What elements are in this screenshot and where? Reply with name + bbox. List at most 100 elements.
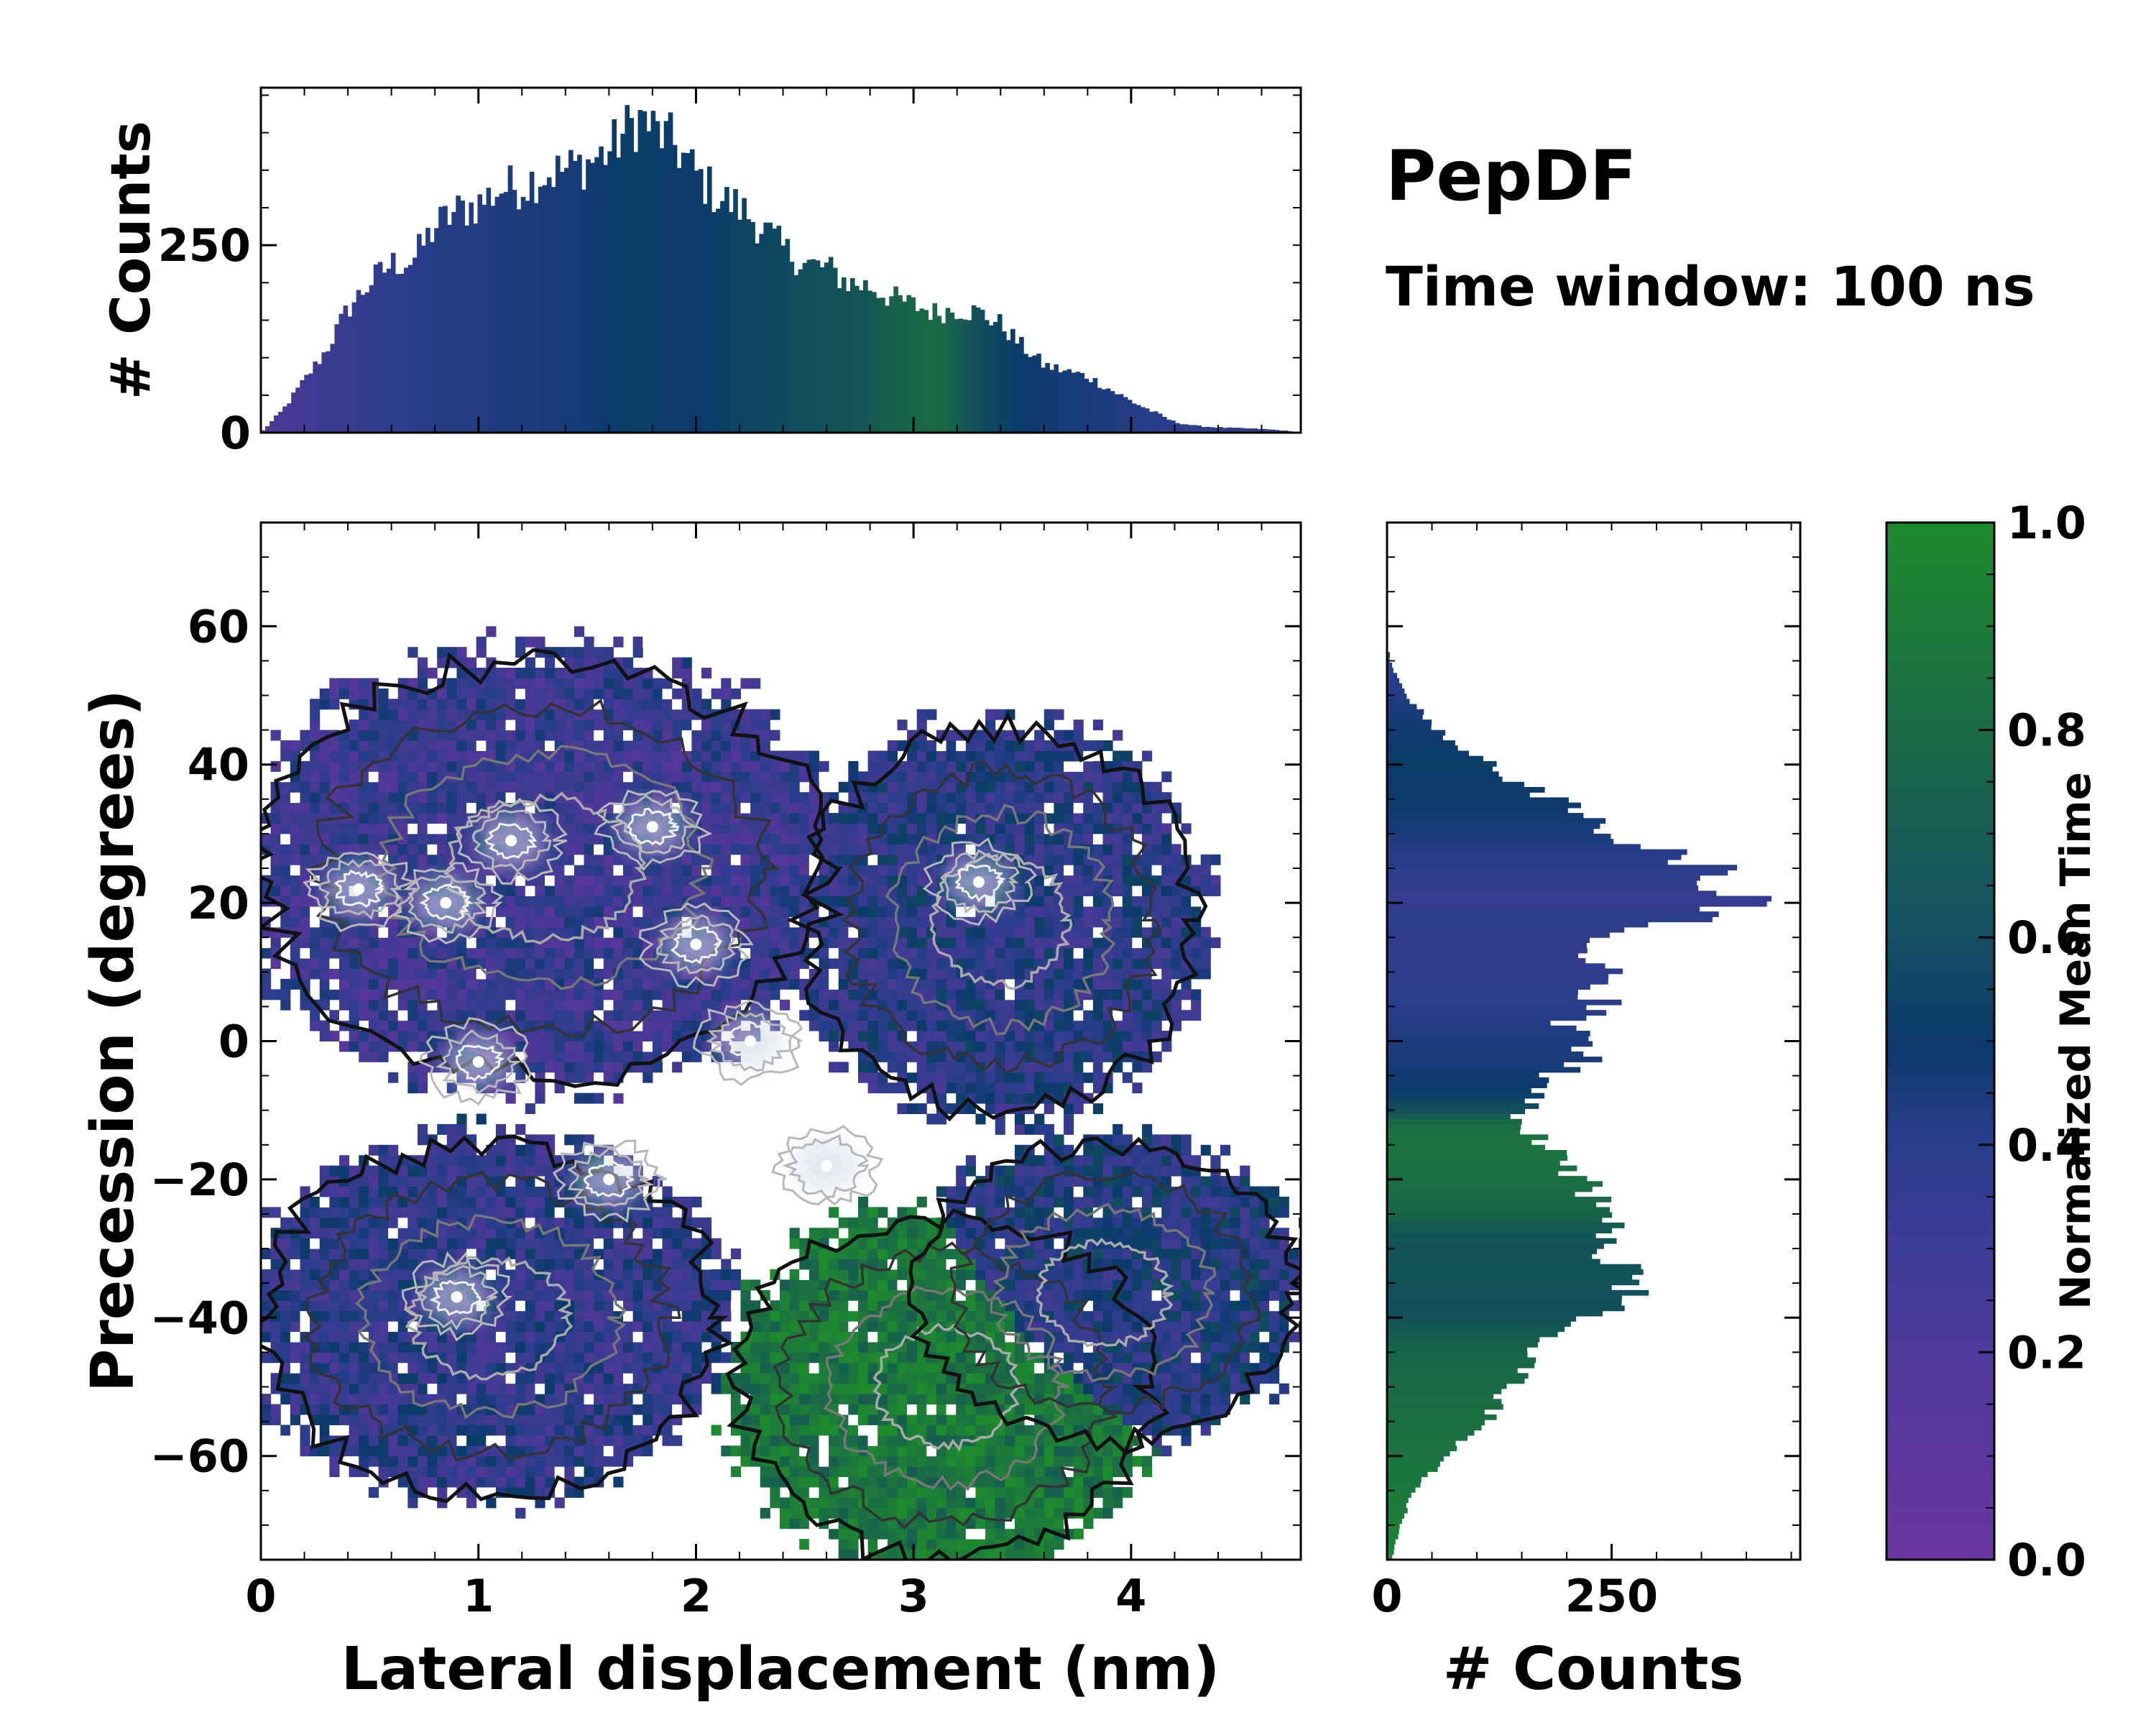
heatmap-cell <box>564 823 575 834</box>
heatmap-cell <box>721 781 732 793</box>
heatmap-cell <box>417 1207 428 1218</box>
heatmap-cell <box>564 947 575 959</box>
heatmap-cell <box>564 1238 575 1249</box>
heatmap-cell <box>349 937 359 949</box>
heatmap-cell <box>642 636 653 648</box>
heatmap-cell <box>672 699 683 710</box>
heatmap-cell <box>525 958 535 969</box>
heatmap-cell <box>495 1341 507 1353</box>
top-histogram-bar <box>1045 363 1050 433</box>
heatmap-cell <box>573 875 585 886</box>
heatmap-cell <box>584 968 594 980</box>
heatmap-cell <box>838 854 849 865</box>
heatmap-cell <box>554 750 565 762</box>
heatmap-cell <box>897 823 908 834</box>
heatmap-cell <box>584 1435 594 1446</box>
heatmap-cell <box>319 802 330 814</box>
heatmap-cell <box>965 1445 976 1457</box>
heatmap-cell <box>642 1217 653 1228</box>
top-histogram-bar <box>919 308 925 433</box>
heatmap-cell <box>711 833 722 845</box>
heatmap-cell <box>613 886 624 896</box>
heatmap-cell <box>926 1507 937 1519</box>
heatmap-cell <box>495 750 507 762</box>
heatmap-cell <box>691 1051 702 1062</box>
heatmap-cell <box>319 1279 330 1291</box>
top-histogram-bar <box>1114 394 1120 433</box>
heatmap-cell <box>779 937 791 949</box>
heatmap-cell <box>750 854 761 865</box>
heatmap-cell <box>681 1020 692 1031</box>
top-histogram-bar <box>898 295 903 433</box>
heatmap-cell <box>535 1051 545 1062</box>
heatmap-cell <box>779 875 791 886</box>
heatmap-cell <box>456 1373 467 1384</box>
heatmap-cell <box>721 896 732 907</box>
heatmap-cell <box>907 1051 918 1062</box>
top-histogram-bar <box>742 198 747 433</box>
top-histogram-bar <box>785 239 791 433</box>
heatmap-cell <box>721 865 732 876</box>
heatmap-cell <box>300 1362 310 1374</box>
heatmap-cell <box>388 926 399 938</box>
heatmap-cell <box>397 760 408 772</box>
heatmap-cell <box>799 1300 810 1312</box>
heatmap-cell <box>701 844 712 855</box>
heatmap-cell <box>368 802 379 814</box>
heatmap-cell <box>564 1134 575 1146</box>
heatmap-cell <box>573 1072 585 1083</box>
heatmap-cell <box>349 1331 359 1343</box>
heatmap-cell <box>486 947 497 959</box>
heatmap-cell <box>603 740 614 751</box>
heatmap-cell <box>476 1113 487 1125</box>
heatmap-cell <box>368 833 379 845</box>
top-histogram-bar <box>1019 336 1024 433</box>
heatmap-cell <box>701 1041 712 1052</box>
heatmap-cell <box>319 947 330 959</box>
top-histogram-bar <box>716 208 721 433</box>
top-histogram-bar <box>923 310 929 433</box>
top-histogram-bar <box>1075 372 1081 433</box>
heatmap-cell <box>525 1373 535 1384</box>
heatmap-cell <box>564 730 575 741</box>
heatmap-cell <box>310 906 321 917</box>
heatmap-cell <box>329 1248 340 1260</box>
heatmap-cell <box>545 947 556 959</box>
heatmap-cell <box>770 926 780 938</box>
heatmap-cell <box>916 1269 927 1280</box>
heatmap-cell <box>329 1217 340 1228</box>
heatmap-cell <box>290 833 300 845</box>
top-histogram-bar <box>278 411 283 433</box>
top-histogram-bar <box>967 320 972 433</box>
heatmap-cell <box>907 750 918 762</box>
heatmap-cell <box>466 1321 477 1333</box>
heatmap-cell <box>897 1414 908 1425</box>
heatmap-cell <box>564 1248 575 1260</box>
heatmap-cell <box>515 1383 526 1394</box>
heatmap-cell <box>525 1476 535 1488</box>
heatmap-cell <box>946 740 957 751</box>
heatmap-cell <box>310 1331 321 1343</box>
heatmap-cell <box>857 1404 869 1415</box>
heatmap-cell <box>486 1207 497 1218</box>
heatmap-cell <box>525 1165 535 1177</box>
heatmap-cell <box>564 999 575 1011</box>
heatmap-cell <box>505 1144 516 1156</box>
top-histogram-bar <box>698 169 704 433</box>
heatmap-cell <box>329 958 340 969</box>
heatmap-cell <box>799 1010 810 1021</box>
heatmap-cell <box>916 1466 927 1478</box>
heatmap-cell <box>486 781 497 793</box>
heatmap-cell <box>907 1404 918 1415</box>
heatmap-cell <box>290 1248 300 1260</box>
heatmap-cell <box>907 1528 918 1540</box>
heatmap-cell <box>573 1051 585 1062</box>
heatmap-cell <box>486 1352 497 1363</box>
heatmap-cell <box>505 1155 516 1167</box>
heatmap-cell <box>338 760 350 772</box>
heatmap-cell <box>319 740 330 751</box>
heatmap-cell <box>926 1486 937 1498</box>
heatmap-cell <box>397 1341 408 1353</box>
heatmap-cell <box>916 1373 927 1384</box>
